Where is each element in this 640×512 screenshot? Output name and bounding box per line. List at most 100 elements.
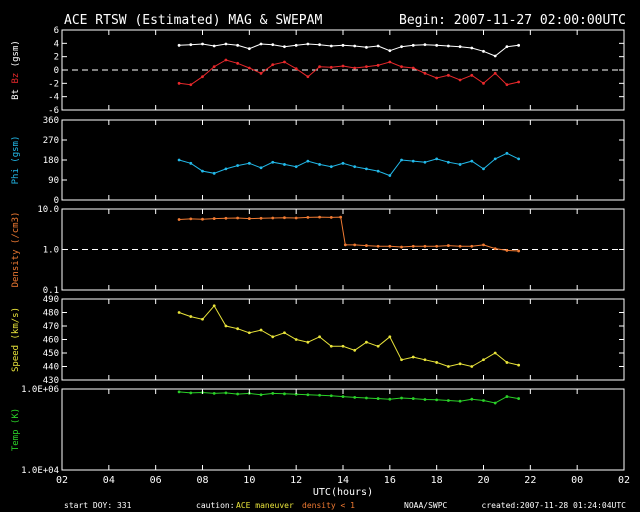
data-point-speed (201, 317, 204, 321)
data-point-density (339, 215, 343, 219)
x-tick-label: 14 (337, 475, 349, 486)
data-point-bz (318, 65, 321, 69)
series-line-speed (178, 304, 519, 368)
data-point-bz (423, 71, 427, 75)
data-point-temp (388, 397, 392, 401)
data-point-bz (505, 83, 509, 87)
data-point-phi (329, 165, 333, 169)
data-point-density (446, 244, 450, 247)
data-point-density (482, 243, 485, 247)
y-axis-label: Temp (K) (11, 408, 21, 451)
credit: NOAA/SWPC (404, 501, 448, 510)
data-point-phi (177, 158, 181, 162)
data-point-phi (365, 167, 368, 171)
data-point-density (458, 244, 462, 248)
begin-time: Begin: 2007-11-27 02:00:00UTC (399, 13, 626, 28)
data-point-bz (283, 60, 286, 64)
data-point-bz (400, 65, 403, 69)
data-point-phi (201, 169, 204, 173)
data-point-density (224, 216, 228, 220)
data-point-speed (388, 335, 392, 339)
data-point-bt (177, 43, 181, 47)
x-tick-label: 20 (477, 475, 489, 486)
x-tick-label: 00 (571, 475, 583, 486)
data-point-density (318, 215, 321, 219)
data-point-speed (423, 358, 427, 362)
series-line-temp (179, 391, 519, 404)
data-point-phi (388, 174, 392, 177)
data-point-bz (294, 67, 298, 71)
data-point-density (435, 244, 439, 248)
data-point-bz (341, 64, 345, 68)
data-point-phi (376, 169, 380, 173)
data-point-phi (505, 151, 509, 155)
x-tick-label: 16 (384, 475, 396, 486)
data-point-bz (376, 63, 380, 67)
data-point-speed (236, 327, 240, 331)
y-tick-label: 440 (43, 363, 59, 373)
data-point-speed (400, 358, 403, 362)
data-point-density (376, 244, 380, 248)
data-point-bz (517, 80, 521, 84)
data-point-speed (283, 331, 286, 335)
data-point-speed (318, 335, 321, 339)
data-point-temp (423, 398, 427, 401)
y-tick-label: 180 (43, 156, 59, 166)
data-point-speed (505, 361, 509, 364)
data-point-bt (482, 49, 485, 53)
data-point-density (259, 216, 263, 220)
created-time: created:2007-11-28 01:24:04UTC (482, 501, 627, 510)
y-tick-label: 1.0E+04 (21, 466, 59, 476)
data-point-bt (236, 43, 240, 47)
y-axis-label: Density (/cm3) (11, 212, 21, 288)
data-point-bz (365, 65, 368, 69)
data-point-bt (247, 47, 251, 51)
data-point-temp (341, 395, 345, 398)
y-tick-label: 0 (54, 196, 59, 206)
data-point-bz (177, 81, 181, 85)
data-point-temp (329, 394, 333, 398)
data-point-phi (259, 166, 263, 170)
data-point-speed (470, 365, 474, 368)
data-point-bt (458, 45, 462, 49)
y-tick-label: 450 (43, 349, 59, 359)
data-point-density (493, 247, 497, 251)
data-point-bz (306, 75, 310, 79)
data-point-phi (224, 167, 228, 171)
data-point-bt (224, 42, 228, 46)
data-point-temp (470, 397, 474, 401)
data-point-speed (247, 331, 251, 335)
data-point-phi (294, 165, 298, 169)
data-point-bz (388, 60, 392, 64)
data-point-density (189, 217, 193, 221)
data-point-bz (353, 66, 357, 70)
data-point-temp (505, 395, 509, 398)
y-tick-label: 470 (43, 322, 59, 332)
data-point-bz (201, 75, 204, 79)
data-point-bt (470, 46, 474, 50)
data-point-phi (470, 159, 474, 163)
data-point-speed (493, 351, 497, 355)
data-point-temp (306, 393, 310, 397)
y-tick-label: 460 (43, 336, 59, 346)
data-point-bz (224, 58, 228, 62)
x-tick-label: 18 (431, 475, 443, 486)
y-tick-label: 90 (48, 176, 59, 186)
data-point-density (365, 244, 368, 247)
data-point-density (306, 216, 310, 219)
y-tick-label: -4 (48, 93, 59, 103)
data-point-temp (493, 401, 497, 405)
data-point-speed (224, 324, 228, 328)
data-point-speed (259, 328, 263, 332)
data-point-speed (212, 304, 216, 308)
data-point-bt (376, 44, 380, 48)
data-point-temp (259, 393, 263, 397)
data-point-phi (353, 165, 357, 169)
data-point-speed (446, 365, 450, 368)
data-point-speed (306, 340, 310, 344)
data-point-bz (259, 71, 263, 75)
data-point-phi (283, 163, 286, 166)
data-point-bz (271, 63, 275, 67)
data-point-speed (435, 361, 439, 364)
